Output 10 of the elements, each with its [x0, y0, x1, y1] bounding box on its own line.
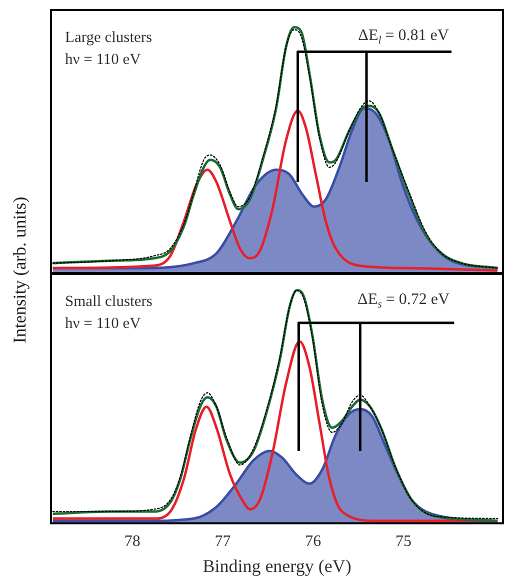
y-axis-title: Intensity (arb. units) — [10, 196, 30, 344]
x-tick-label: 76 — [305, 533, 322, 550]
x-tick-label: 77 — [214, 533, 231, 550]
annotation: Large clusters — [65, 29, 152, 46]
annotation: hν = 110 eV — [65, 51, 142, 68]
x-tick-label: 75 — [396, 533, 412, 550]
annotation: hν = 110 eV — [65, 315, 142, 332]
x-tick-label: 78 — [124, 533, 140, 550]
annotation: Small clusters — [65, 293, 152, 310]
x-axis-title: Binding energy (eV) — [202, 556, 352, 576]
